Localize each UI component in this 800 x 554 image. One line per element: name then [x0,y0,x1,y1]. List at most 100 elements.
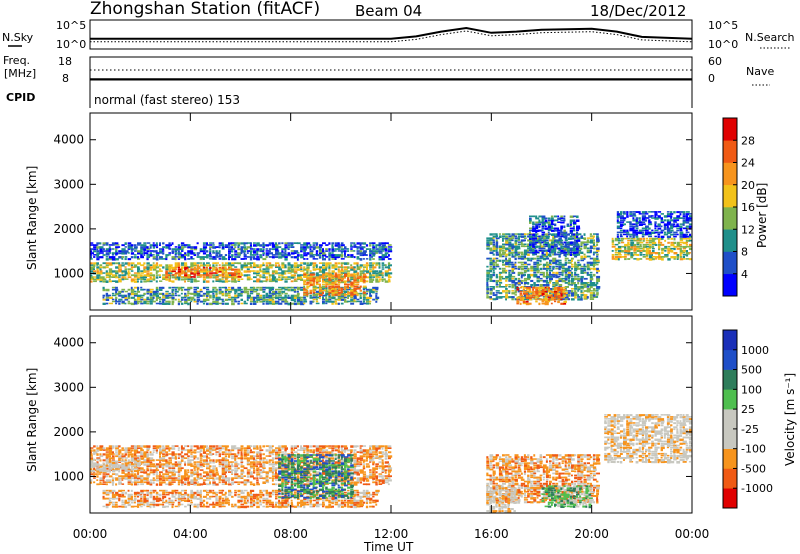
power-cell-0 [155,274,159,276]
power-cell-5 [577,296,581,298]
power-cell-0 [190,264,194,267]
power-cell-9 [648,233,652,236]
power-cell-9 [632,217,635,220]
power-cell-4 [334,289,338,292]
power-cell-7 [550,298,556,301]
power-cell-5 [558,249,561,252]
power-cell-5 [511,269,514,273]
power-cell-1 [127,248,131,250]
power-cell-0 [268,264,273,267]
power-cell-0 [149,278,154,280]
velocity-cell-0 [246,463,251,466]
power-cell-1 [293,256,298,259]
power-cell-2 [174,292,177,295]
power-cell-9 [682,213,686,216]
velocity-cell-0 [193,483,196,486]
power-cell-2 [171,294,175,297]
power-cell-2 [218,290,223,294]
power-cell-0 [174,264,179,267]
power-cell-1 [102,242,107,245]
power-cell-7 [554,294,557,297]
power-cell-1 [249,244,252,247]
velocity-cell-0 [190,469,193,471]
power-cell-5 [505,263,509,266]
power-cell-0 [202,272,207,275]
power-cell-2 [146,298,150,301]
power-cell-5 [596,263,599,266]
power-cell-8 [658,241,663,244]
power-cell-1 [96,246,100,249]
power-cell-5 [505,255,508,258]
power-cell-1 [193,254,196,256]
power-cell-5 [552,259,557,262]
power-cell-2 [121,294,126,297]
power-cell-5 [536,261,540,264]
power-cell-5 [564,286,569,288]
power-cell-5 [492,261,497,264]
power-cell-0 [115,270,119,273]
power-cell-1 [231,244,236,246]
power-cell-2 [162,292,165,295]
power-cell-5 [558,271,563,274]
power-cell-0 [149,276,152,279]
power-cell-8 [630,256,634,259]
power-cell-2 [159,296,162,299]
power-cell-5 [520,286,526,288]
power-cell-4 [312,285,317,288]
velocity-cell-0 [253,483,256,486]
velocity-cell-0 [127,463,132,465]
power-cell-0 [384,266,389,269]
power-cell-5 [592,233,597,235]
power-cell-0 [168,268,171,271]
power-cell-2 [331,296,336,300]
power-cell-2 [271,286,275,289]
power-cell-9 [632,235,635,239]
power-cell-2 [278,288,283,291]
power-cell-8 [667,247,672,251]
power-cell-0 [344,266,348,269]
velocity-cell-0 [143,479,148,481]
power-cell-9 [679,223,684,225]
power-cell-1 [180,256,185,259]
power-cell-2 [246,296,250,299]
velocity-cell-0 [234,481,238,484]
power-cell-1 [221,246,225,249]
power-cell-5 [511,249,514,251]
power-cell-5 [502,271,507,274]
power-cell-0 [231,280,235,283]
velocity-cell-0 [159,459,163,462]
power-cell-0 [328,262,332,265]
velocity-cell-0 [228,455,231,458]
power-cell-0 [243,270,248,273]
power-cell-5 [545,286,549,288]
velocity-cell-0 [265,475,269,478]
power-cell-0 [256,274,260,277]
power-cell-8 [617,247,622,250]
velocity-cell-0 [262,463,266,466]
power-cell-0 [121,270,126,273]
power-cell-9 [626,235,629,238]
power-cell-2 [140,298,144,301]
power-cell-1 [218,256,222,258]
power-cell-2 [105,292,109,296]
velocity-cell-0 [162,467,165,470]
power-cell-6 [560,245,563,249]
power-cell-1 [218,246,221,249]
velocity-cell-0 [127,459,130,462]
velocity-cell-0 [111,457,115,459]
velocity-cell-0 [228,481,231,483]
velocity-cell-0 [212,469,215,472]
power-cell-2 [240,288,243,291]
power-cell-6 [532,223,537,225]
power-cell-6 [576,245,580,248]
velocity-cell-0 [300,445,302,448]
power-cell-7 [535,296,539,299]
power-cell-0 [275,272,279,275]
power-cell-7 [535,294,539,297]
velocity-cell-0 [133,445,138,448]
power-cell-5 [552,275,556,278]
power-cell-1 [328,250,331,252]
power-cell-2 [240,290,245,293]
power-cell-5 [527,298,531,301]
power-cell-4 [328,275,333,278]
